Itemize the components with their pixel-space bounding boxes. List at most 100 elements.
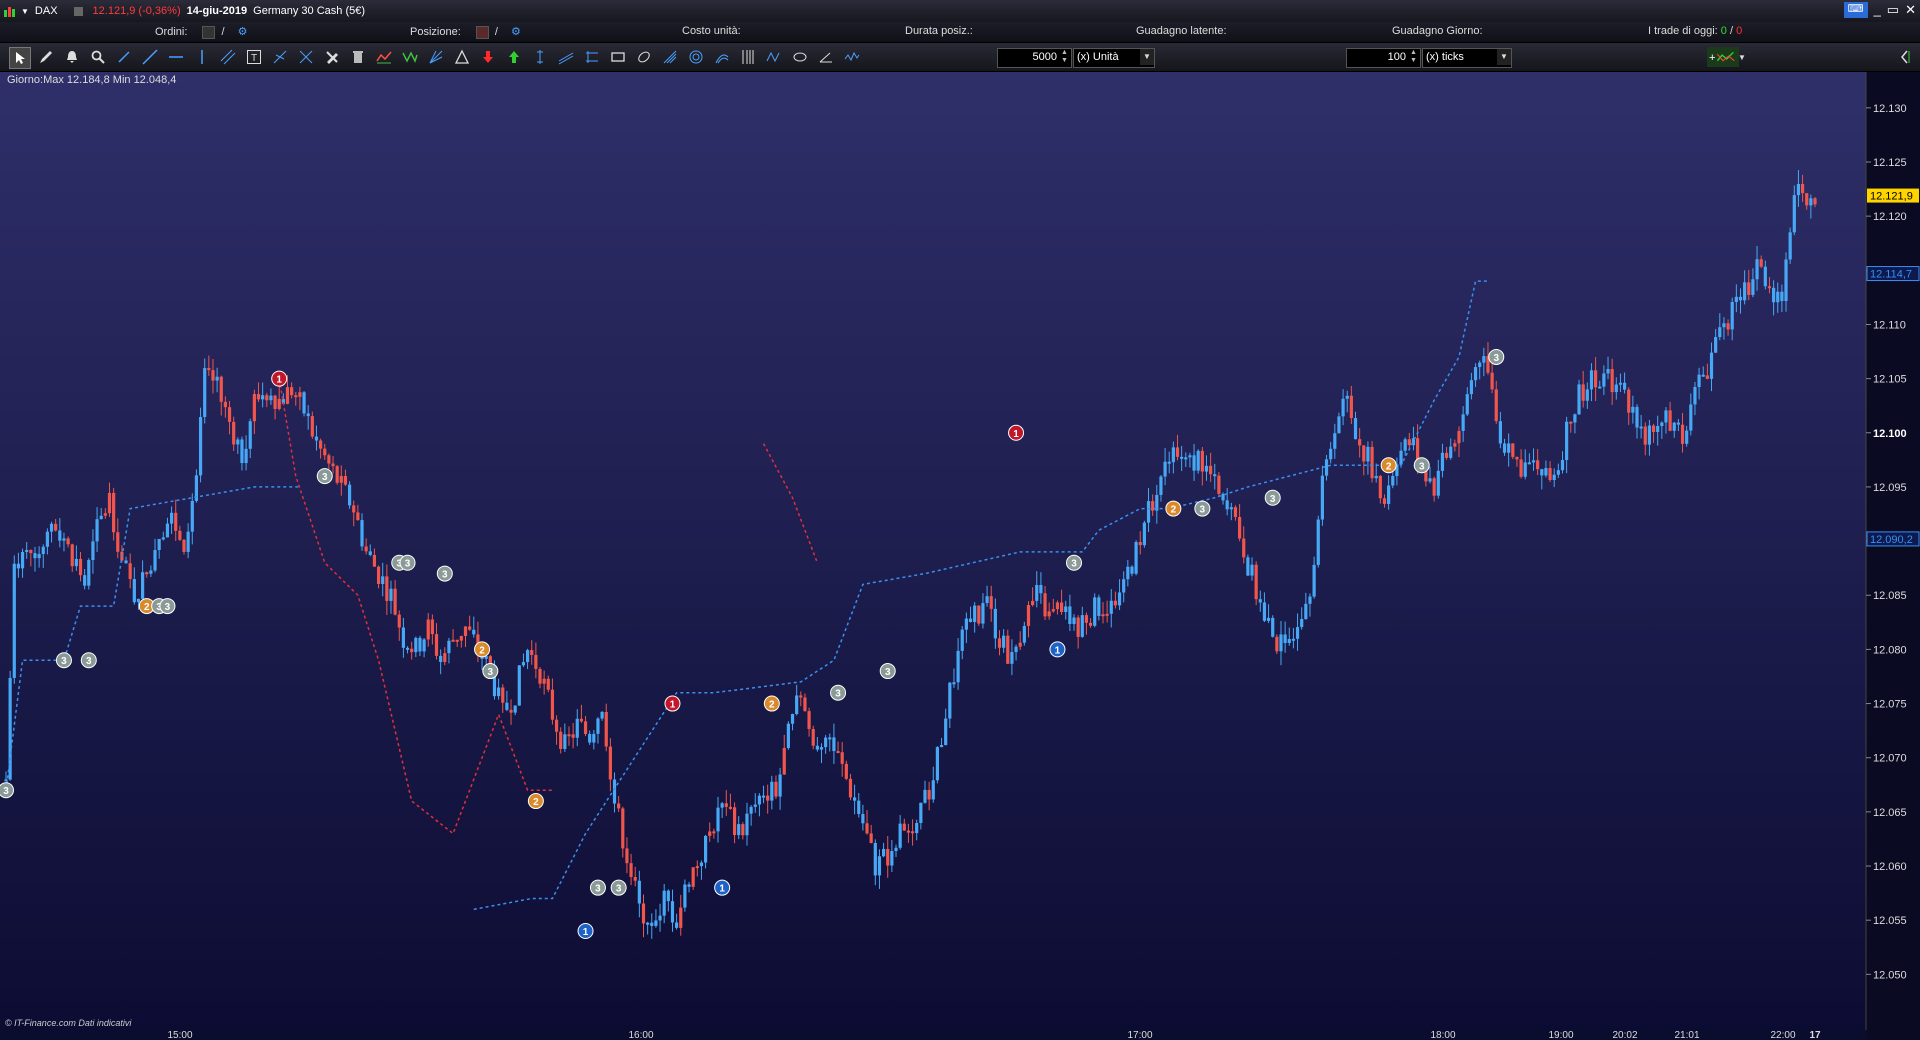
up-candle	[1122, 579, 1126, 593]
arc-icon	[689, 50, 703, 64]
chevron-down-icon[interactable]: ▼	[1497, 49, 1511, 65]
price-axis[interactable]: 12.13012.12512.12012.11512.11012.10512.1…	[1866, 103, 1920, 982]
up-candle	[993, 608, 997, 639]
arc-tool[interactable]	[686, 47, 706, 67]
buy-arrow-tool[interactable]	[504, 47, 524, 67]
down-candle	[488, 656, 492, 668]
fan-tool[interactable]	[660, 47, 680, 67]
time-axis[interactable]: 15:00 16:00 17:00 18:00 19:00 20:02 21:01 22:00…	[167, 1030, 1821, 1040]
up-candle	[1287, 639, 1291, 643]
up-candle	[215, 376, 219, 381]
segment-tool[interactable]	[114, 47, 134, 67]
sell-arrow-tool[interactable]	[478, 47, 498, 67]
rectangle-tool[interactable]	[608, 47, 628, 67]
tools-tool[interactable]	[322, 47, 342, 67]
red-trailing-stop-line	[762, 443, 819, 564]
position-settings-icon[interactable]: ⚙	[511, 26, 521, 38]
up-candle	[658, 915, 662, 921]
triangle-tool[interactable]	[452, 47, 472, 67]
down-candle	[1088, 622, 1093, 626]
horizontal-line-tool[interactable]	[166, 47, 186, 67]
close-button[interactable]: ✕	[1905, 2, 1916, 17]
up-candle	[1585, 389, 1589, 401]
ticks-arrows-icon[interactable]: ▲ ▼	[1410, 49, 1417, 64]
orders-settings-icon[interactable]: ⚙	[237, 26, 248, 38]
up-candle	[1329, 448, 1333, 460]
symbol-dropdown-icon[interactable]: ▼	[21, 6, 29, 16]
ellipse-arc-tool[interactable]	[790, 47, 810, 67]
orders-cancel-button[interactable]	[202, 25, 216, 39]
signal-marker-3: 3	[482, 663, 499, 680]
wave-tool[interactable]	[842, 47, 862, 67]
channel-tool[interactable]	[218, 47, 238, 67]
up-candle	[1689, 404, 1693, 431]
angle-tool[interactable]	[816, 47, 836, 67]
up-candle	[240, 439, 244, 464]
ellipse-tool[interactable]	[634, 47, 654, 67]
cycle-tool[interactable]	[764, 47, 784, 67]
fibonacci-tool[interactable]	[270, 47, 290, 67]
pencil-tool[interactable]	[36, 47, 56, 67]
down-candle	[1242, 538, 1246, 558]
regression-tool[interactable]	[582, 47, 602, 67]
zoom-tool[interactable]	[88, 47, 108, 67]
quantity-unit-select[interactable]: (x) Unità ▼	[1073, 48, 1155, 68]
up-candle	[439, 655, 443, 663]
vertical-line-tool[interactable]	[192, 47, 212, 67]
text-tool[interactable]: T	[244, 47, 264, 67]
down-candle	[1536, 460, 1540, 470]
ticks-stepper[interactable]: 100 ▲ ▼	[1346, 48, 1421, 68]
down-candle	[732, 807, 737, 836]
cross-tool[interactable]	[296, 47, 316, 67]
minimize-button[interactable]: _	[1873, 2, 1881, 17]
up-candle	[1320, 475, 1324, 520]
ruler-icon	[537, 50, 543, 64]
quantity-arrows-icon[interactable]: ▲ ▼	[1061, 49, 1068, 64]
up-candle	[687, 884, 691, 887]
down-candle	[207, 368, 211, 371]
delete-tool[interactable]	[348, 47, 368, 67]
pointer-tool[interactable]	[9, 47, 31, 69]
chevron-down-icon[interactable]: ▼	[1140, 49, 1154, 65]
up-candle	[675, 922, 679, 928]
up-candle	[919, 802, 923, 823]
time-zones-tool[interactable]	[738, 47, 758, 67]
up-candle	[1366, 446, 1370, 462]
up-candle	[1792, 195, 1796, 233]
pitchfork-tool[interactable]	[556, 47, 576, 67]
position-close-button[interactable]	[475, 25, 489, 39]
line-tool[interactable]	[140, 47, 160, 67]
restore-button[interactable]: ▭	[1886, 2, 1900, 17]
quantity-stepper[interactable]: 5000 ▲ ▼	[997, 48, 1072, 68]
signal-marker-3: 3	[589, 879, 606, 896]
measure-tool[interactable]	[530, 47, 550, 67]
chart-icon[interactable]	[3, 4, 17, 18]
add-indicator-button[interactable]: +	[1707, 47, 1739, 67]
indicator-menu-dropdown[interactable]: ▼	[1736, 47, 1748, 67]
up-candle	[190, 500, 194, 532]
signal-marker-3: 3	[1264, 489, 1281, 506]
up-candle	[1117, 592, 1122, 606]
alert-tool[interactable]	[62, 47, 82, 67]
down-candle	[1453, 443, 1457, 447]
info-icon[interactable]	[73, 6, 83, 16]
signal-marker-label: 3	[442, 570, 448, 581]
up-candle	[1473, 367, 1478, 381]
down-candle	[290, 387, 294, 396]
up-candle	[521, 662, 526, 666]
indicator-tool[interactable]	[374, 47, 394, 67]
gann-tool[interactable]	[426, 47, 446, 67]
up-candle	[1780, 291, 1784, 302]
symbol-name[interactable]: DAX	[34, 5, 58, 17]
y-tick-label: 12.060	[1873, 861, 1907, 873]
ticks-unit-select[interactable]: (x) ticks ▼	[1422, 48, 1512, 68]
orders-cell: Ordini: / ⚙	[155, 25, 248, 39]
down-candle	[633, 877, 637, 881]
panel-toggle[interactable]	[1897, 47, 1913, 67]
keyboard-icon[interactable]: ⌨	[1843, 2, 1868, 18]
down-candle	[1200, 450, 1204, 472]
zigzag-tool[interactable]	[400, 47, 420, 67]
spiral-tool[interactable]	[712, 47, 732, 67]
